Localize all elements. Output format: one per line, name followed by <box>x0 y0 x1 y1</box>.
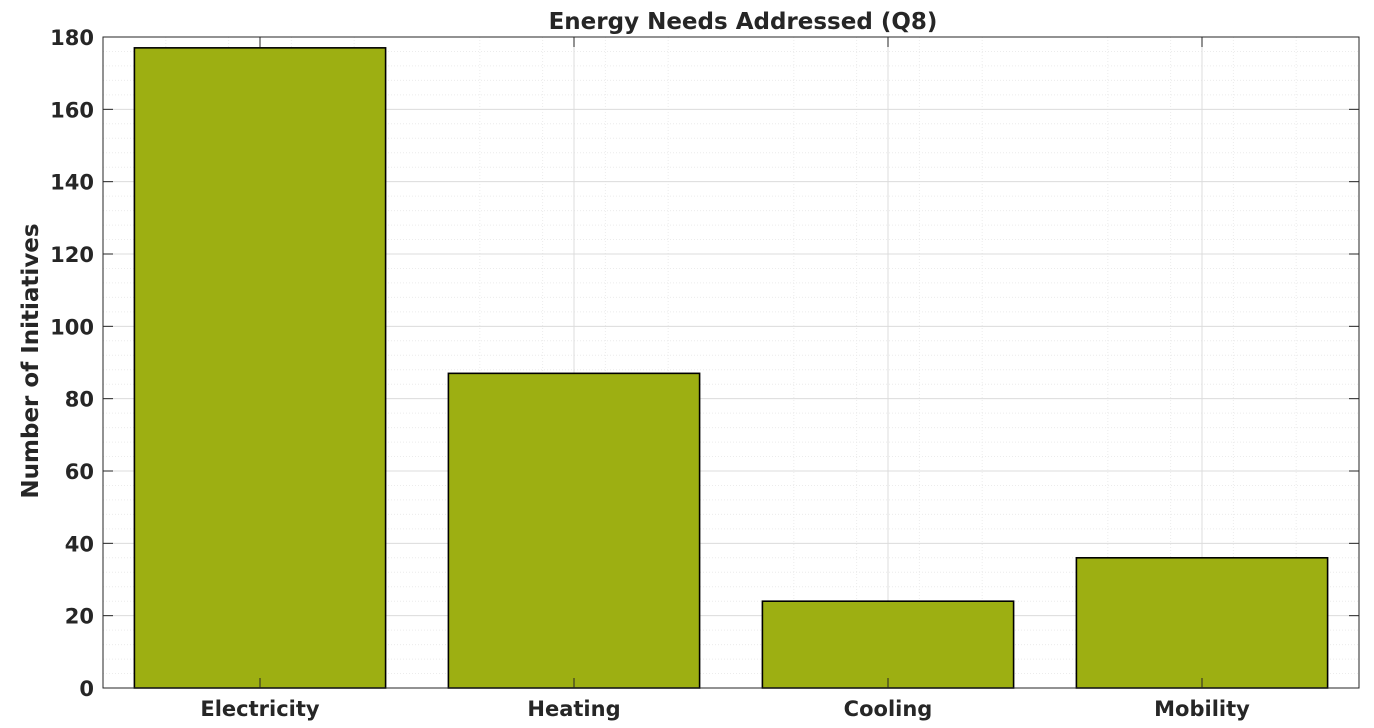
bar-electricity <box>133 47 387 689</box>
plot-frame <box>102 36 1360 689</box>
x-tick-label: Mobility <box>1154 697 1250 721</box>
x-tick-label: Heating <box>527 697 620 721</box>
bars-layer <box>133 47 1329 689</box>
x-tick-label: Cooling <box>844 697 933 721</box>
y-tick-label: 180 <box>50 26 94 50</box>
x-tick-label: Electricity <box>200 697 320 721</box>
y-tick-label: 40 <box>65 532 94 556</box>
y-tick-label: 20 <box>65 605 94 629</box>
bar-mobility <box>1075 556 1329 689</box>
y-tick-label: 100 <box>50 315 94 339</box>
y-tick-label: 120 <box>50 243 94 267</box>
y-tick-label: 60 <box>65 460 94 484</box>
chart-title: Energy Needs Addressed (Q8) <box>549 9 938 35</box>
y-tick-label: 160 <box>50 98 94 122</box>
bar-heating <box>447 372 701 689</box>
y-tick-label: 80 <box>65 388 94 412</box>
y-axis-label: Number of Initiatives <box>18 223 44 498</box>
y-tick-label: 140 <box>50 171 94 195</box>
axes-layer <box>102 36 1360 689</box>
y-tick-label: 0 <box>79 677 94 701</box>
ticks-layer: 0 20 40 60 80 100 120 140 160 180 Electricity Heati… <box>50 26 1250 721</box>
bar-cooling <box>761 600 1015 689</box>
